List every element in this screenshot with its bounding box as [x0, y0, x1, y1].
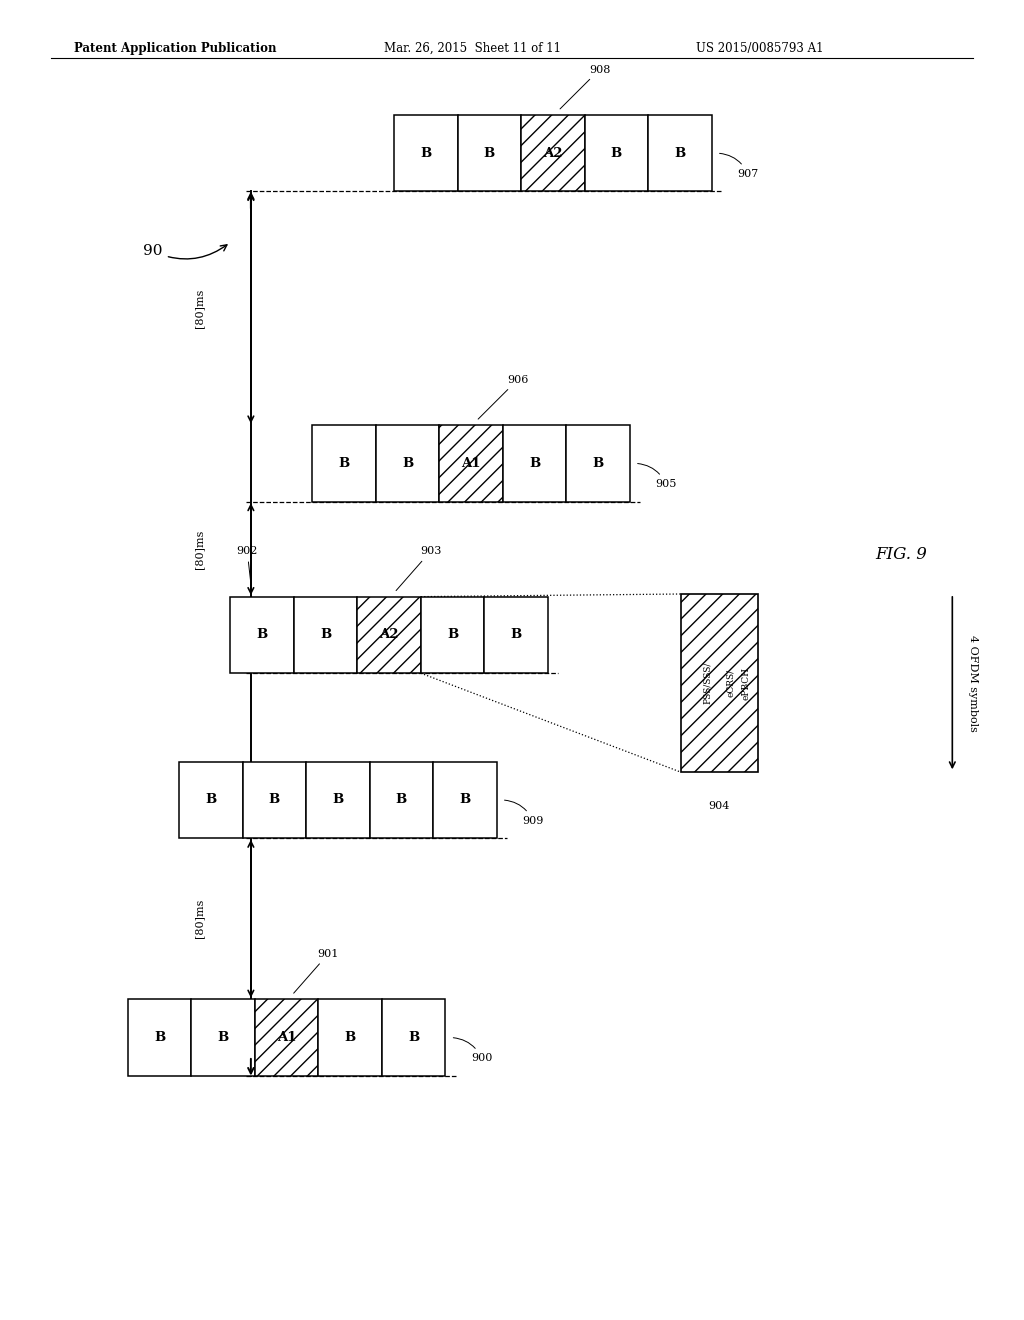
Text: [80]ms: [80]ms: [195, 529, 205, 569]
Text: B: B: [447, 628, 458, 642]
Text: 90: 90: [143, 244, 227, 259]
Text: 906: 906: [478, 375, 528, 420]
Text: B: B: [339, 457, 349, 470]
Text: 902: 902: [237, 546, 258, 590]
Bar: [230, 597, 294, 673]
Bar: [357, 597, 421, 673]
Text: eCRS/: eCRS/: [726, 669, 735, 697]
Text: B: B: [409, 1031, 419, 1044]
Text: B: B: [484, 147, 495, 160]
Bar: [503, 425, 566, 502]
Bar: [318, 999, 382, 1076]
Text: Mar. 26, 2015  Sheet 11 of 11: Mar. 26, 2015 Sheet 11 of 11: [384, 42, 561, 55]
Bar: [433, 762, 497, 838]
Bar: [128, 999, 191, 1076]
Text: B: B: [529, 457, 540, 470]
Bar: [458, 115, 521, 191]
Text: 907: 907: [720, 153, 759, 180]
Text: B: B: [460, 793, 470, 807]
Text: B: B: [611, 147, 622, 160]
Text: US 2015/0085793 A1: US 2015/0085793 A1: [696, 42, 824, 55]
Text: B: B: [675, 147, 685, 160]
Bar: [585, 115, 648, 191]
Text: A1: A1: [461, 457, 481, 470]
Text: 905: 905: [638, 463, 677, 490]
Text: A2: A2: [379, 628, 399, 642]
Bar: [255, 999, 318, 1076]
Text: 903: 903: [396, 546, 441, 590]
Text: B: B: [321, 628, 331, 642]
Text: ePBCH: ePBCH: [741, 667, 751, 700]
Text: B: B: [421, 147, 431, 160]
Bar: [484, 597, 548, 673]
Bar: [370, 762, 433, 838]
Text: 901: 901: [294, 949, 339, 993]
Bar: [294, 597, 357, 673]
Bar: [382, 999, 445, 1076]
Text: Patent Application Publication: Patent Application Publication: [74, 42, 276, 55]
Text: B: B: [206, 793, 216, 807]
Text: [80]ms: [80]ms: [195, 899, 205, 939]
Text: B: B: [333, 793, 343, 807]
Text: B: B: [257, 628, 267, 642]
Text: B: B: [218, 1031, 228, 1044]
Bar: [421, 597, 484, 673]
Text: 4 OFDM symbols: 4 OFDM symbols: [968, 635, 978, 731]
Bar: [521, 115, 585, 191]
Bar: [439, 425, 503, 502]
Text: A1: A1: [276, 1031, 297, 1044]
Text: B: B: [396, 793, 407, 807]
Text: 900: 900: [454, 1038, 493, 1064]
Text: [80]ms: [80]ms: [195, 289, 205, 327]
Bar: [394, 115, 458, 191]
Bar: [312, 425, 376, 502]
Text: B: B: [269, 793, 280, 807]
Bar: [243, 762, 306, 838]
Text: 908: 908: [560, 65, 610, 110]
Bar: [306, 762, 370, 838]
Text: B: B: [155, 1031, 165, 1044]
Bar: [681, 594, 758, 772]
Text: B: B: [402, 457, 413, 470]
Text: B: B: [345, 1031, 355, 1044]
Text: 909: 909: [505, 800, 544, 826]
Bar: [179, 762, 243, 838]
Bar: [566, 425, 630, 502]
Text: B: B: [593, 457, 603, 470]
Bar: [376, 425, 439, 502]
Text: B: B: [511, 628, 521, 642]
Text: 904: 904: [709, 801, 730, 812]
Text: FIG. 9: FIG. 9: [876, 546, 927, 562]
Bar: [191, 999, 255, 1076]
Text: PSS/SSS/: PSS/SSS/: [703, 661, 713, 705]
Bar: [648, 115, 712, 191]
Text: A2: A2: [543, 147, 563, 160]
